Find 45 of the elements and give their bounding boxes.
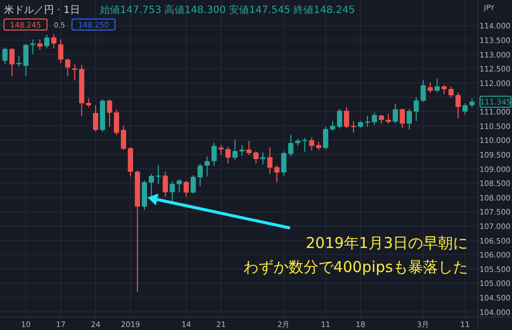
candlestick xyxy=(106,98,112,128)
candlestick xyxy=(336,108,342,129)
candlestick xyxy=(44,34,50,49)
candlestick xyxy=(176,178,182,194)
candlestick xyxy=(65,58,70,76)
candlestick xyxy=(330,120,336,132)
candlestick xyxy=(204,156,210,178)
candlestick xyxy=(400,108,405,128)
candlestick xyxy=(170,181,175,204)
candlestick xyxy=(218,144,224,156)
candlestick xyxy=(23,44,28,76)
candlestick xyxy=(58,38,64,64)
candlestick xyxy=(232,138,238,160)
candlestick xyxy=(448,86,454,98)
candlestick xyxy=(30,38,36,55)
candlestick xyxy=(93,104,98,132)
candlestick xyxy=(420,80,426,103)
annotation: 2019年1月3日の早朝にわずか数分で400pipsも暴落した xyxy=(243,234,468,276)
text: 始値147.753 高値148.300 安値147.545 終値148.245 xyxy=(100,4,355,16)
candlestick xyxy=(462,102,468,115)
candlestick xyxy=(120,125,126,150)
candlestick xyxy=(2,46,8,65)
candlestick xyxy=(37,38,42,51)
text: 米ドル／円 · 1日 xyxy=(4,4,80,16)
candlestick xyxy=(9,48,15,77)
candlestick xyxy=(392,104,398,124)
candlestick xyxy=(386,113,391,124)
candlestick xyxy=(344,106,350,129)
candlestick xyxy=(246,140,252,156)
candlestick xyxy=(253,150,259,164)
candlestick xyxy=(455,92,461,119)
candlestick xyxy=(184,180,189,198)
candlestick xyxy=(239,144,245,156)
candlestick xyxy=(128,146,134,178)
candlestick xyxy=(323,126,328,150)
candlestick xyxy=(162,171,168,198)
candlestick xyxy=(51,34,56,49)
candlestick xyxy=(372,112,378,126)
candlestick xyxy=(212,142,217,166)
candlestick xyxy=(428,82,433,94)
candlestick xyxy=(434,78,440,93)
candlestick xyxy=(114,109,120,136)
candlestick xyxy=(469,98,475,108)
candlestick xyxy=(302,137,308,152)
candlestick xyxy=(225,146,231,164)
